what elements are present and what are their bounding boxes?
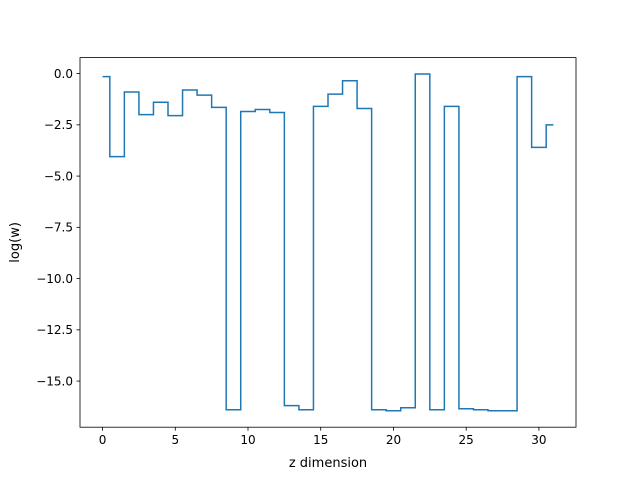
y-tick-label: −15.0	[36, 374, 73, 388]
y-tick-label: −7.5	[44, 221, 73, 235]
x-tick-label: 30	[531, 433, 546, 447]
y-tick-label: −10.0	[36, 272, 73, 286]
series-0-step-line	[102, 73, 554, 412]
x-tick-label: 15	[313, 433, 328, 447]
x-axis-ticks: 0 5 10 15 20 25 30	[99, 427, 547, 447]
x-tick-label: 0	[99, 433, 107, 447]
x-tick-label: 5	[171, 433, 179, 447]
y-axis-label: log(w)	[8, 222, 23, 263]
plot-frame	[79, 57, 577, 428]
y-tick-label: −5.0	[44, 169, 73, 183]
x-tick-label: 25	[459, 433, 474, 447]
y-tick-label: 0.0	[54, 67, 73, 81]
x-axis-label: z dimension	[289, 456, 367, 471]
x-tick-label: 20	[386, 433, 401, 447]
x-tick-label: 10	[240, 433, 255, 447]
y-tick-label: −2.5	[44, 118, 73, 132]
y-tick-label: −12.5	[36, 323, 73, 337]
y-axis-ticks: 0.0 −2.5 −5.0 −7.5 −10.0 −12.5 −15.0	[36, 67, 80, 388]
